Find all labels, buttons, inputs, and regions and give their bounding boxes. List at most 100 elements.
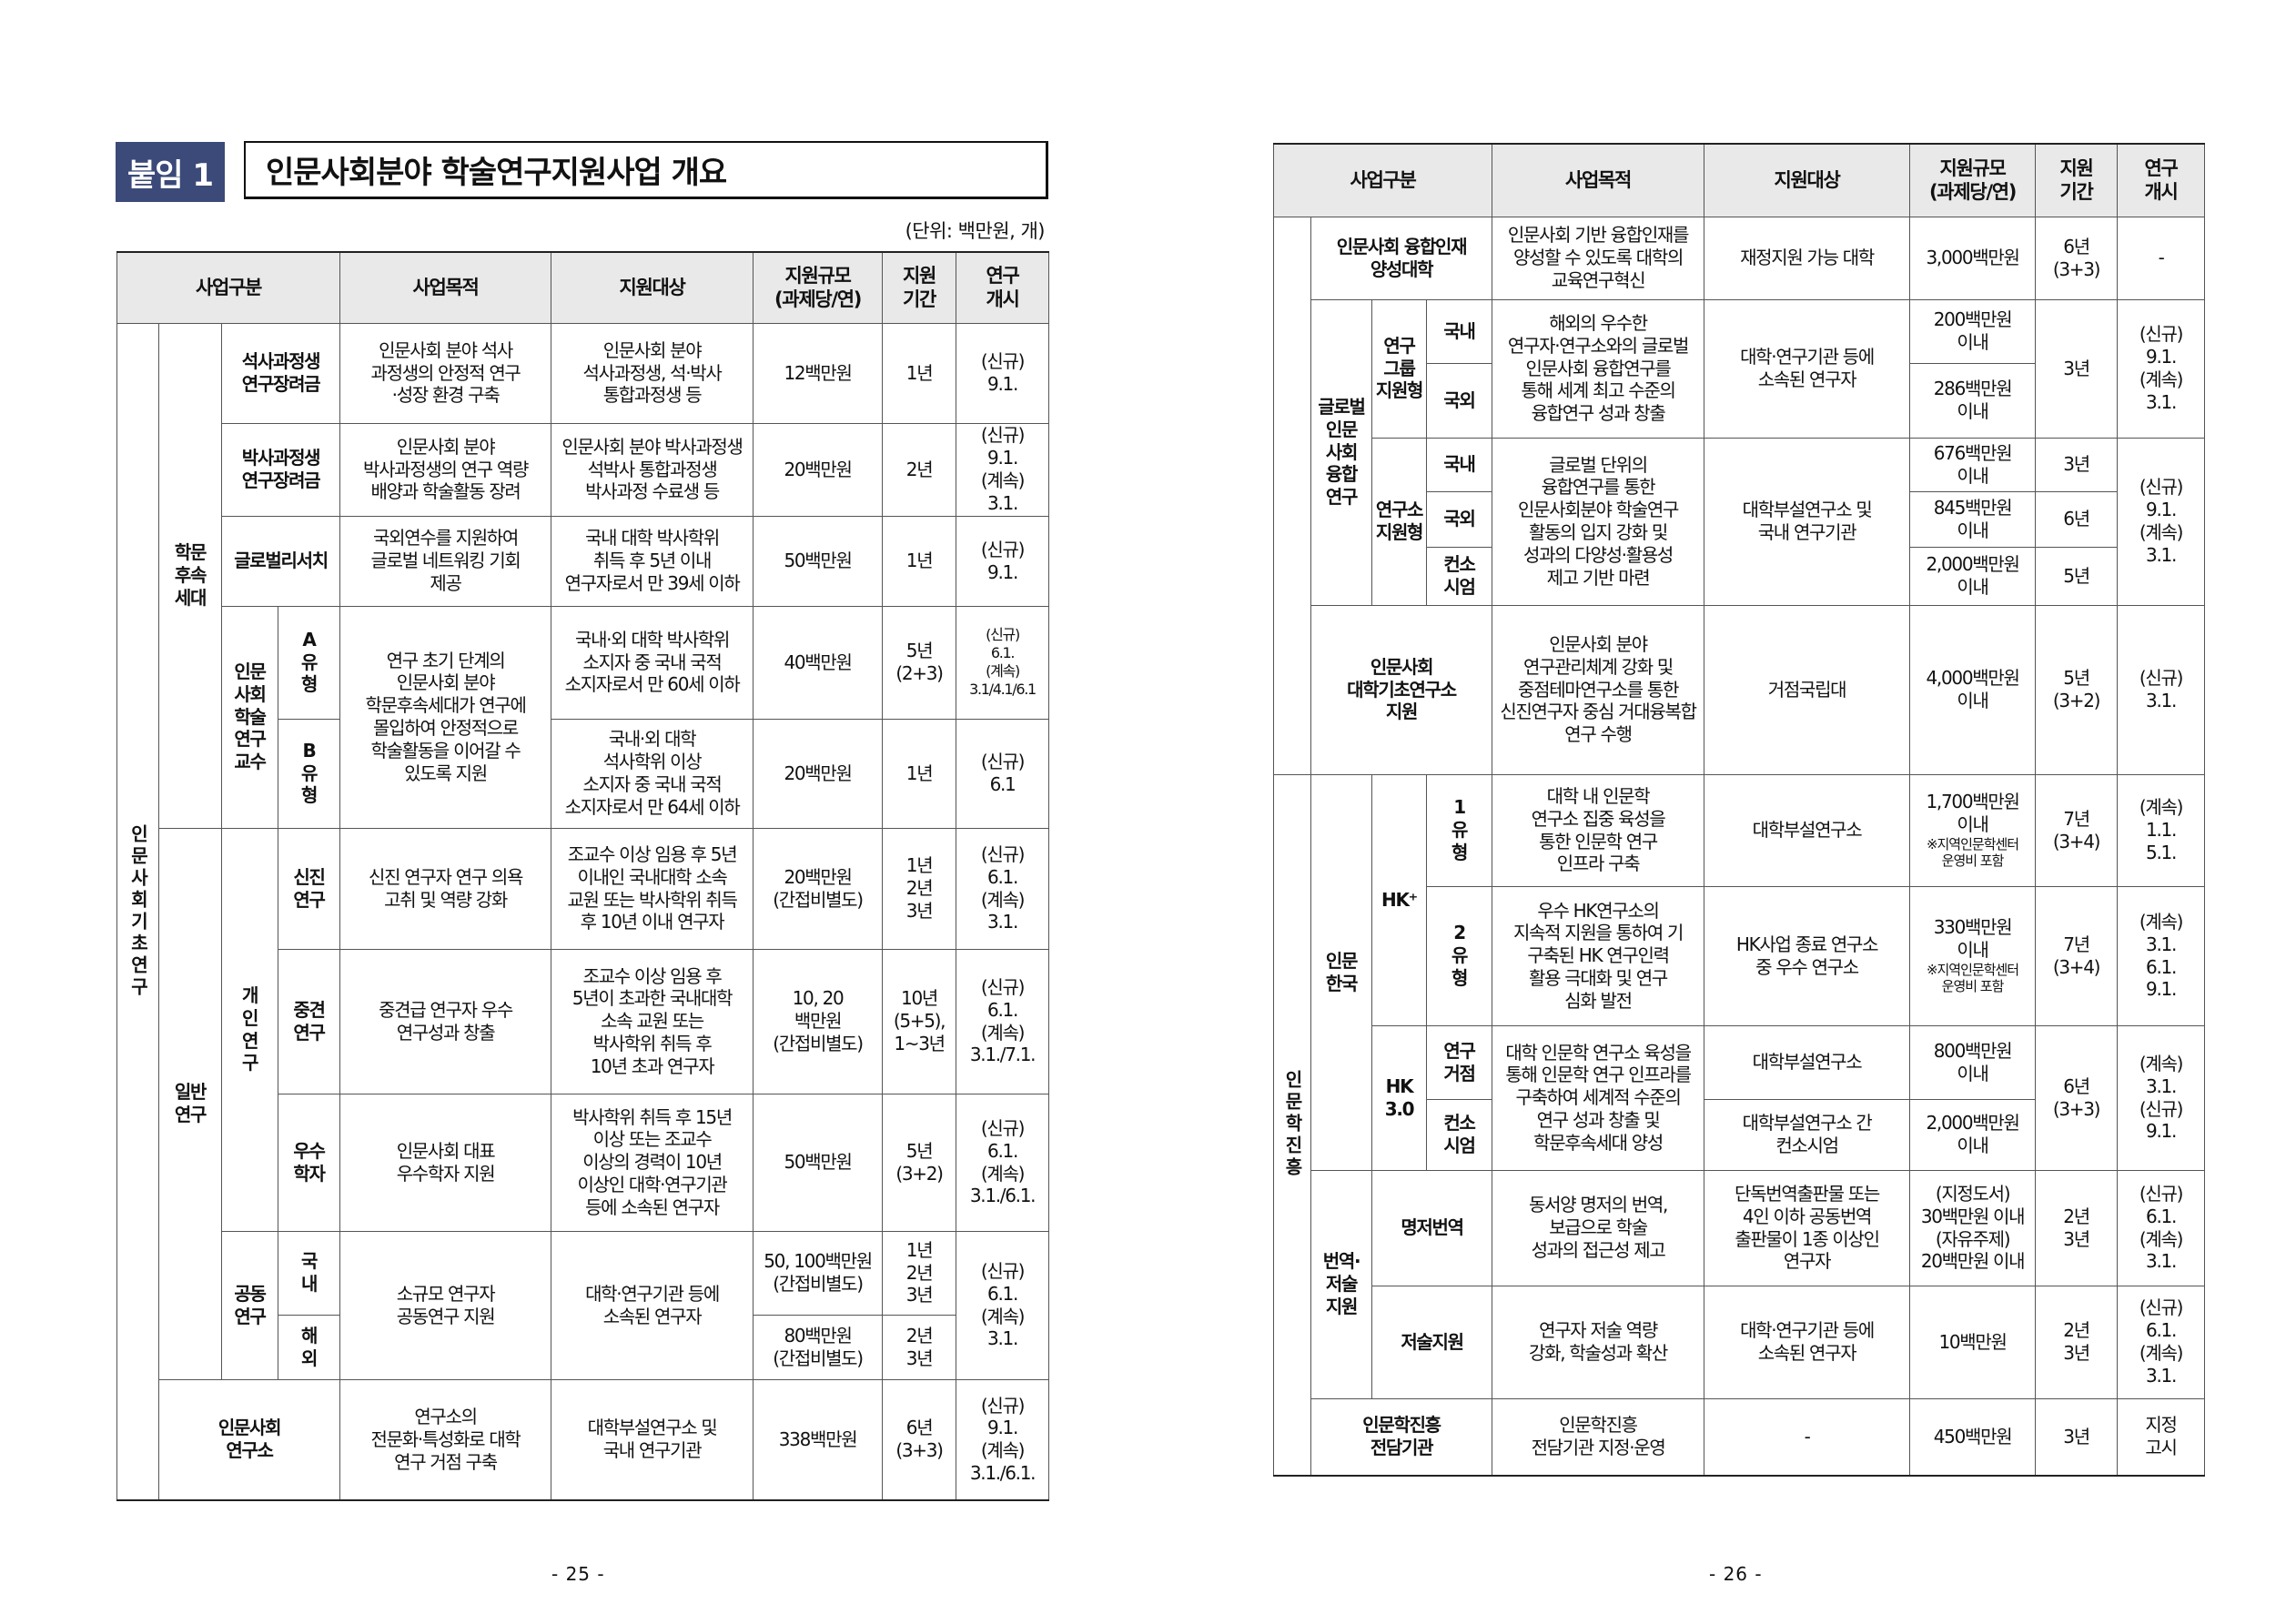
row-scale: 1,700백만원 이내 ※지역인문학센터 운영비 포함 xyxy=(1909,773,2037,887)
row-period: 6년 xyxy=(2035,490,2119,548)
row-start: (신규) 9.1. (계속) 3.1. xyxy=(2117,298,2206,439)
table-row: 박사과정생 연구장려금 인문사회 분야 박사과정생의 연구 역량 배양과 학술활… xyxy=(117,422,1050,517)
scale-note: ※지역인문학센터 운영비 포함 xyxy=(1926,961,2019,995)
row-period: 10년 (5+5), 1~3년 xyxy=(882,948,957,1094)
row-period: 5년 (3+2) xyxy=(882,1093,957,1232)
row-purpose: 신진 연구자 연구 의욕 고취 및 역량 강화 xyxy=(339,827,552,950)
group-individual: 개 인 연 구 xyxy=(221,827,278,1232)
row-purpose: 인문사회 대표 우수학자 지원 xyxy=(339,1093,552,1232)
row-purpose: 인문사회 기반 융합인재를 양성할 수 있도록 대학의 교육연구혁신 xyxy=(1492,216,1705,300)
row-period: 6년 (3+3) xyxy=(2035,216,2119,300)
row-target: 국내·외 대학 박사학위 소지자 중 국내 국적 소지자로서 만 60세 이하 xyxy=(551,605,754,720)
row-name: 2 유 형 xyxy=(1425,885,1493,1026)
header-category: 사업구분 xyxy=(116,251,341,324)
table-header: 사업구분 사업목적 지원대상 지원규모 (과제당/연) 지원 기간 연구 개시 xyxy=(116,251,1050,324)
row-name: 우수 학자 xyxy=(277,1093,341,1232)
row-purpose: 연구자 저술 역량 강화, 학술성과 확산 xyxy=(1492,1285,1705,1399)
header-category: 사업구분 xyxy=(1272,143,1493,217)
row-start: 지정 고시 xyxy=(2117,1397,2206,1477)
row-name: 국내 xyxy=(1425,298,1493,364)
row-target: 조교수 이상 임용 후 5년이 초과한 국내대학 소속 교원 또는 박사학위 취… xyxy=(551,948,754,1094)
row-start: (계속) 3.1. 6.1. 9.1. xyxy=(2117,885,2206,1026)
row-period: 3년 xyxy=(2035,298,2119,439)
table-row: 인문사회기초연구 학문 후속 세대 석사과정생 연구장려금 인문사회 분야 석사… xyxy=(116,322,1050,1501)
row-target: 대학부설연구소 및 국내 연구기관 xyxy=(1704,437,1911,606)
row-target: HK사업 종료 연구소 중 우수 연구소 xyxy=(1704,885,1911,1026)
row-purpose: 인문학진흥 전담기관 지정·운영 xyxy=(1492,1397,1705,1477)
row-name: 1 유 형 xyxy=(1425,773,1493,887)
row-period: 2년 3년 xyxy=(882,1314,957,1380)
row-name: 박사과정생 연구장려금 xyxy=(220,422,341,517)
row-start: (신규) 6.1. (계속) 3.1. xyxy=(2117,1285,2206,1399)
group-successor: 학문 후속 세대 xyxy=(158,322,222,829)
row-scale: 20백만원 xyxy=(753,718,884,829)
header-scale: 지원규모 (과제당/연) xyxy=(1909,143,2037,217)
group-hk30: HK 3.0 xyxy=(1371,1024,1427,1171)
row-scale: 50백만원 xyxy=(753,1093,884,1232)
appendix-badge: 붙임 1 xyxy=(116,142,225,202)
row-scale: 10백만원 xyxy=(1909,1285,2037,1399)
row-name: 저술지원 xyxy=(1371,1285,1493,1399)
table-row: HK 3.0 연구 거점 대학 인문학 연구소 육성을 통해 인문학 연구 인프… xyxy=(1274,1024,2206,1171)
group-basic-research: 인문사회기초연구 xyxy=(116,322,159,1501)
row-scale: 338백만원 xyxy=(753,1378,884,1501)
row-purpose: 인문사회 분야 석사 과정생의 안정적 연구 ·성장 환경 구축 xyxy=(339,322,552,424)
row-scale: 286백만원 이내 xyxy=(1909,362,2037,439)
row-start: (신규) 9.1. xyxy=(956,322,1050,424)
scale-text: 1,700백만원 이내 xyxy=(1926,790,2020,835)
row-name: 신진 연구 xyxy=(277,827,341,950)
row-purpose: 연구소의 전문화·특성화로 대학 연구 거점 구축 xyxy=(339,1378,552,1501)
row-scale: 3,000백만원 xyxy=(1909,216,2037,300)
row-name: 인문사회 대학기초연구소 지원 xyxy=(1310,604,1493,775)
table-row: 인문사회 연구소 연구소의 전문화·특성화로 대학 연구 거점 구축 대학부설연… xyxy=(117,1378,1050,1501)
row-scale: 330백만원 이내 ※지역인문학센터 운영비 포함 xyxy=(1909,885,2037,1026)
row-scale: 50, 100백만원 (간접비별도) xyxy=(753,1230,884,1316)
row-purpose: 중견급 연구자 우수 연구성과 창출 xyxy=(339,948,552,1094)
group-global: 글로벌 인문 사회 융합 연구 xyxy=(1310,298,1372,606)
row-period: 7년 (3+4) xyxy=(2035,885,2119,1026)
badge-text: 붙임 1 xyxy=(126,156,214,194)
row-target: 재정지원 가능 대학 xyxy=(1704,216,1911,300)
row-target: 박사학위 취득 후 15년 이상 또는 조교수 이상의 경력이 10년 이상인 … xyxy=(551,1093,754,1232)
header-scale: 지원규모 (과제당/연) xyxy=(753,251,884,324)
group-joint: 공동 연구 xyxy=(221,1230,278,1380)
row-period: 3년 xyxy=(2035,437,2119,492)
row-target: 인문사회 분야 박사과정생 석박사 통합과정생 박사과정 수료생 등 xyxy=(551,422,754,517)
header-start: 연구 개시 xyxy=(2117,143,2206,217)
row-purpose: 대학 인문학 연구소 육성을 통해 인문학 연구 인프라를 구축하여 세계적 수… xyxy=(1492,1024,1705,1171)
unit-note: (단위: 백만원, 개) xyxy=(905,220,1046,242)
header-purpose: 사업목적 xyxy=(1492,143,1705,217)
row-period: 2년 3년 xyxy=(2035,1285,2119,1399)
scale-note: ※지역인문학센터 운영비 포함 xyxy=(1926,835,2019,870)
row-scale: 2,000백만원 이내 xyxy=(1909,1098,2037,1171)
group-humanities-promotion: 인문학진흥 xyxy=(1273,773,1311,1477)
row-name: B 유 형 xyxy=(277,718,341,829)
header-purpose: 사업목적 xyxy=(339,251,552,324)
row-purpose: 국외연수를 지원하여 글로벌 네트워킹 기회 제공 xyxy=(339,515,552,607)
table-row: B 유 형 국내·외 대학 석사학위 이상 소지자 중 국내 국적 소지자로서 … xyxy=(117,718,1050,829)
row-purpose: 인문사회 분야 박사과정생의 연구 역량 배양과 학술활동 장려 xyxy=(339,422,552,517)
group-continued-blank xyxy=(1273,216,1311,775)
row-period: 5년 (3+2) xyxy=(2035,604,2119,775)
row-start: (신규) 6.1. (계속) 3.1. xyxy=(2117,1169,2206,1286)
page-title: 인문사회분야 학술연구지원사업 개요 xyxy=(244,141,1048,199)
program-table-left: 사업구분 사업목적 지원대상 지원규모 (과제당/연) 지원 기간 연구 개시 … xyxy=(116,251,1050,1501)
row-name: 국외 xyxy=(1425,490,1493,548)
row-target: 국내·외 대학 석사학위 이상 소지자 중 국내 국적 소지자로서 만 64세 … xyxy=(551,718,754,829)
row-start: (신규) 6.1. (계속) 3.1./7.1. xyxy=(956,948,1050,1094)
group-fellow: 인문 사회 학술 연구 교수 xyxy=(221,605,278,829)
page-number-left: - 25 - xyxy=(551,1563,605,1585)
row-name: 해 외 xyxy=(277,1314,341,1380)
header-period: 지원 기간 xyxy=(882,251,957,324)
row-scale: 12백만원 xyxy=(753,322,884,424)
row-scale: 20백만원 (간접비별도) xyxy=(753,827,884,950)
row-scale: 450백만원 xyxy=(1909,1397,2037,1477)
table-row: 연구소 지원형 국내 글로벌 단위의 융합연구를 통한 인문사회분야 학술연구 … xyxy=(1274,437,2206,606)
group-hk: 인문 한국 xyxy=(1310,773,1372,1171)
row-target: 대학·연구기관 등에 소속된 연구자 xyxy=(1704,1285,1911,1399)
table-row: 글로벌리서치 국외연수를 지원하여 글로벌 네트워킹 기회 제공 국내 대학 박… xyxy=(117,515,1050,607)
row-scale: 800백만원 이내 xyxy=(1909,1024,2037,1100)
row-period: 3년 xyxy=(2035,1397,2119,1477)
page-number-right: - 26 - xyxy=(1709,1563,1763,1585)
row-scale: 10, 20 백만원 (간접비별도) xyxy=(753,948,884,1094)
